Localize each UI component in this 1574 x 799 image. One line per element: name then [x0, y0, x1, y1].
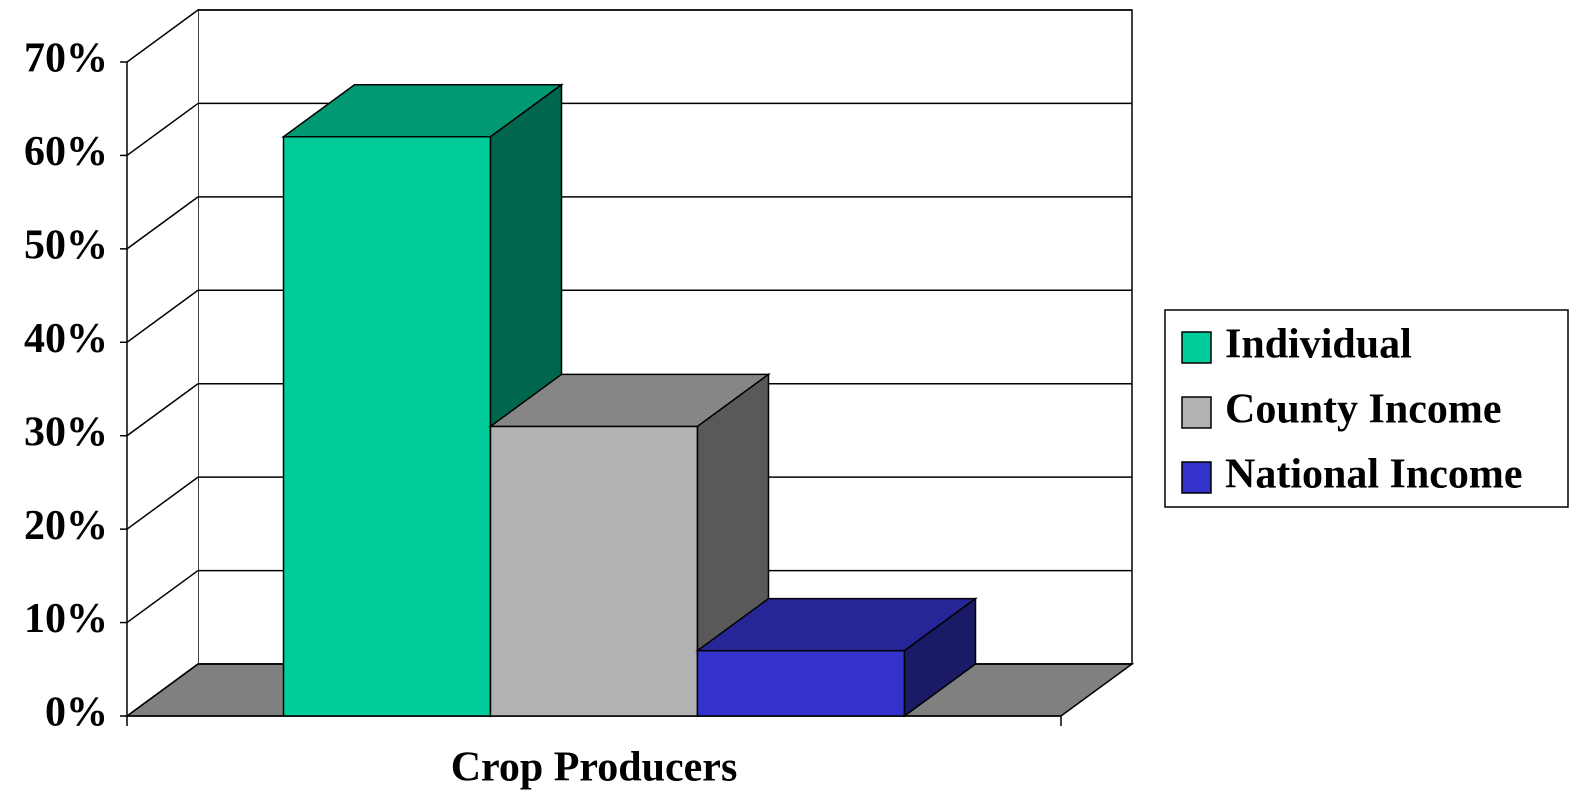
- side-grid-line: [126, 102, 199, 157]
- y-tick-label: 70%: [24, 36, 108, 82]
- legend-label: Individual: [1225, 322, 1412, 368]
- y-tick-label: 40%: [24, 316, 108, 362]
- side-grid-line: [126, 569, 199, 624]
- x-axis-category: Crop Producers: [451, 745, 738, 791]
- side-grid-line: [126, 383, 199, 437]
- y-tick-label: 30%: [24, 409, 108, 455]
- side-wall: [127, 10, 198, 716]
- legend-swatch: [1181, 396, 1212, 429]
- legend-swatch: [1181, 331, 1212, 364]
- legend-swatch: [1181, 461, 1212, 494]
- side-grid-line: [126, 196, 199, 250]
- y-tick-label: 50%: [24, 222, 108, 268]
- side-grid-line: [126, 476, 199, 530]
- legend-box: [1164, 309, 1569, 508]
- side-grid-line: [126, 9, 199, 63]
- side-grid-line: [126, 663, 199, 717]
- side-grid-line: [126, 289, 199, 343]
- y-tick-label: 10%: [24, 596, 108, 642]
- y-tick-label: 20%: [24, 503, 108, 549]
- legend-label: National Income: [1225, 452, 1523, 498]
- plot: [281, 83, 978, 718]
- bar-front: [489, 425, 699, 717]
- bar-front: [696, 649, 906, 717]
- legend: Individual County Income National Income: [1181, 322, 1523, 498]
- y-tick-label: 60%: [24, 129, 108, 175]
- y-tick-label: 0%: [45, 690, 108, 736]
- bar-front: [282, 135, 492, 717]
- legend-label: County Income: [1225, 387, 1502, 433]
- bar-side: [903, 597, 977, 718]
